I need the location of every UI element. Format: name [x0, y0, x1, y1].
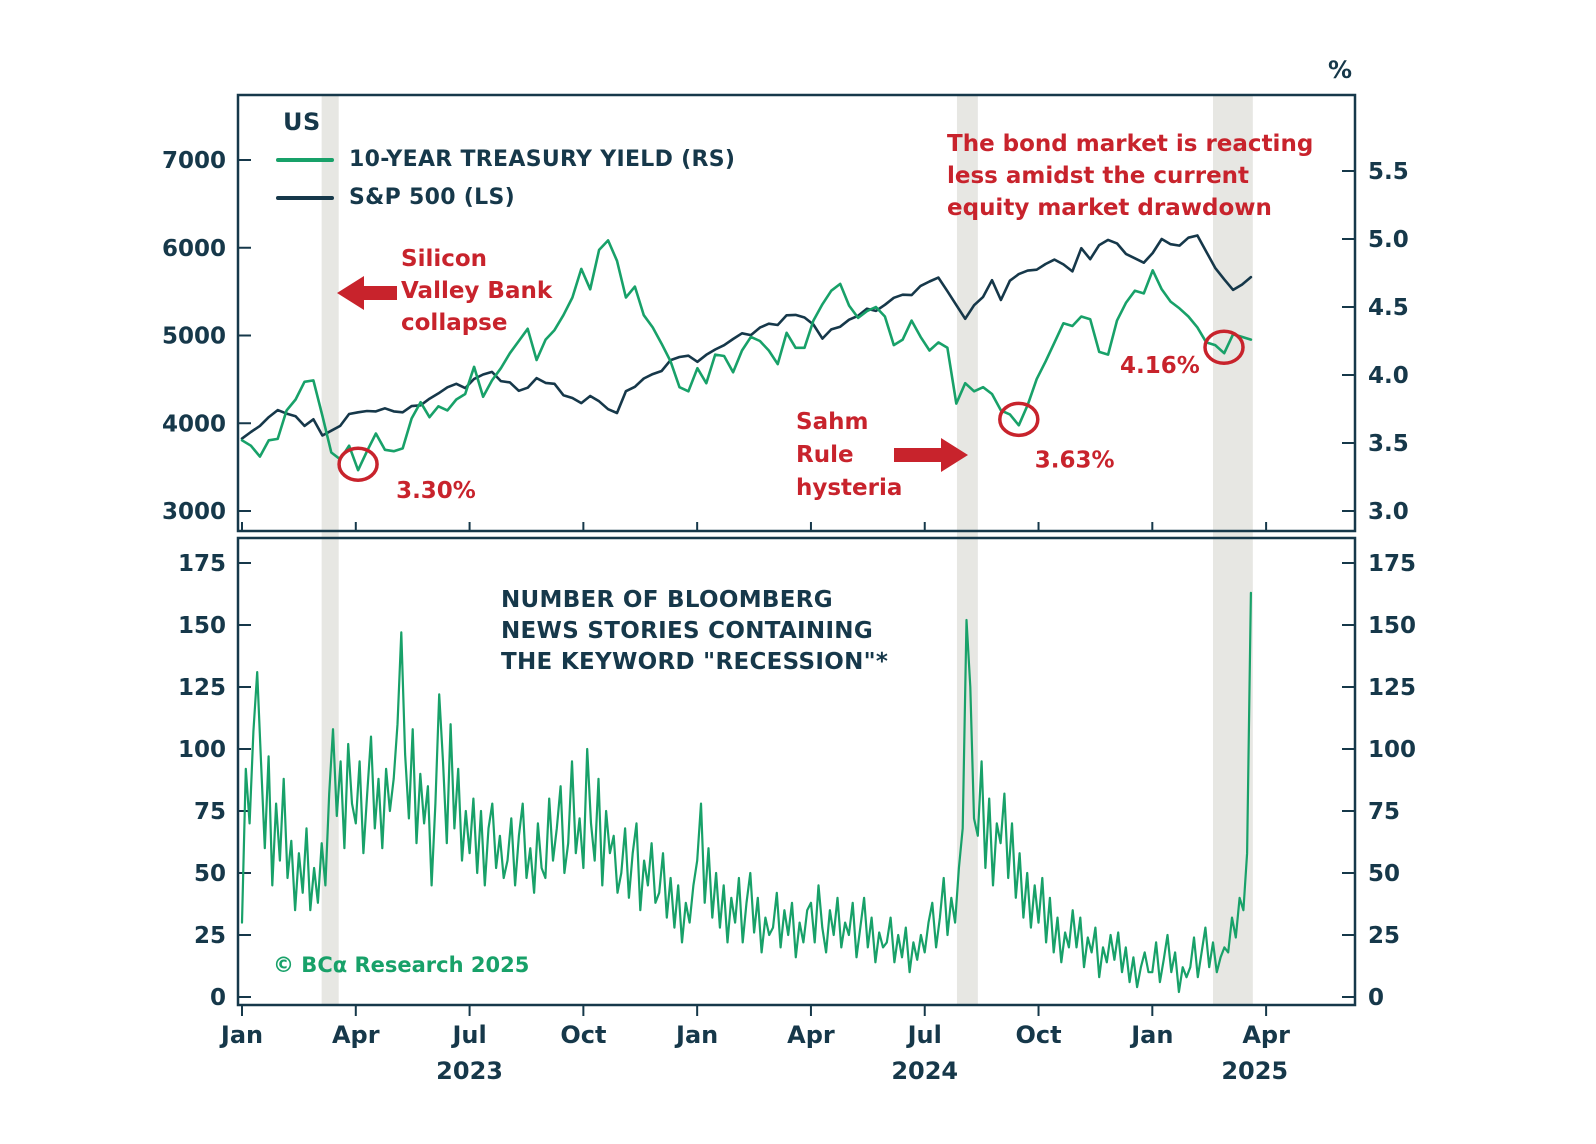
- axis-tick-label: 175: [178, 551, 226, 577]
- axis-tick-label: 150: [178, 613, 226, 639]
- x-axis-year-label: 2024: [891, 1057, 958, 1085]
- axis-tick-label: 6000: [162, 236, 226, 262]
- callout-label: 4.16%: [1120, 353, 1200, 379]
- axis-tick-label: 5000: [162, 324, 226, 350]
- bottom-panel-title: NUMBER OF BLOOMBERG NEWS STORIES CONTAIN…: [501, 587, 889, 675]
- callout-label: 3.30%: [396, 478, 476, 504]
- annotation-sahm-rule: Sahm Rule hysteria: [796, 409, 903, 501]
- callout-circle: [337, 446, 379, 482]
- callout-label: 3.63%: [1035, 447, 1115, 473]
- axis-tick-label: 100: [1368, 737, 1416, 763]
- axis-tick-label: 150: [1368, 613, 1416, 639]
- x-axis-month-label: Oct: [560, 1021, 606, 1049]
- legend-label-treasury: 10-YEAR TREASURY YIELD (RS): [349, 147, 736, 172]
- bottom-panel-frame: [236, 536, 1357, 1007]
- svb-left-arrow-icon: [337, 276, 397, 310]
- axis-tick-label: 0: [210, 985, 226, 1011]
- axis-tick-label: 50: [194, 861, 226, 887]
- x-axis-month-label: Apr: [1242, 1021, 1290, 1049]
- axis-tick-label: 0: [1368, 985, 1384, 1011]
- axis-tick-label: 75: [1368, 799, 1400, 825]
- annotation-svb-collapse: Silicon Valley Bank collapse: [401, 246, 553, 336]
- region-label: US: [283, 108, 321, 136]
- top-panel-frame: [236, 93, 1357, 533]
- axis-tick-label: 3.0: [1368, 499, 1409, 525]
- x-axis-month-label: Jan: [674, 1021, 718, 1049]
- axis-tick-label: 175: [1368, 551, 1416, 577]
- axis-tick-label: 100: [178, 737, 226, 763]
- axis-tick-label: 3000: [162, 499, 226, 525]
- axis-tick-label: 50: [1368, 861, 1400, 887]
- axis-tick-label: 4000: [162, 411, 226, 437]
- callout-circle: [998, 401, 1040, 438]
- sahm-right-arrow-icon: [894, 438, 968, 472]
- copyright-label: © BCα Research 2025: [273, 953, 530, 977]
- axis-tick-label: 7000: [162, 148, 226, 174]
- axis-tick-label: 25: [1368, 923, 1400, 949]
- axis-tick-label: 125: [1368, 675, 1416, 701]
- x-axis-year-label: 2025: [1221, 1057, 1288, 1085]
- right-axis-unit-label: %: [1328, 56, 1353, 84]
- axis-tick-label: 5.5: [1368, 159, 1409, 185]
- axis-tick-label: 3.5: [1368, 431, 1409, 457]
- legend-item-sp500: S&P 500 (LS): [276, 185, 515, 210]
- callout-circle: [1203, 329, 1245, 365]
- x-axis-month-label: Oct: [1015, 1021, 1061, 1049]
- axis-tick-label: 5.0: [1368, 227, 1409, 253]
- treasury-yield-line: [240, 239, 1253, 472]
- x-axis-month-label: Jul: [450, 1021, 486, 1049]
- axis-tick-label: 4.0: [1368, 363, 1409, 389]
- legend-label-sp500: S&P 500 (LS): [349, 185, 515, 210]
- x-axis-month-label: Jan: [1129, 1021, 1173, 1049]
- x-axis-month-label: Apr: [332, 1021, 380, 1049]
- legend-item-treasury: 10-YEAR TREASURY YIELD (RS): [276, 147, 735, 172]
- highlight-band-sahm-rule: [956, 95, 978, 1005]
- sp500-line-swatch-icon: [276, 195, 334, 200]
- annotation-bond-market: The bond market is reacting less amidst …: [947, 131, 1314, 221]
- treasury-line-swatch-icon: [276, 157, 334, 162]
- x-axis-month-label: Apr: [787, 1021, 835, 1049]
- recession-stories-line: [240, 591, 1253, 994]
- sp500-line: [240, 234, 1253, 440]
- axis-tick-label: 4.5: [1368, 295, 1409, 321]
- axis-tick-label: 75: [194, 799, 226, 825]
- axis-tick-label: 125: [178, 675, 226, 701]
- x-axis-month-label: Jan: [219, 1021, 263, 1049]
- x-axis-year-label: 2023: [436, 1057, 503, 1085]
- axis-tick-label: 25: [194, 923, 226, 949]
- x-axis-month-label: Jul: [906, 1021, 942, 1049]
